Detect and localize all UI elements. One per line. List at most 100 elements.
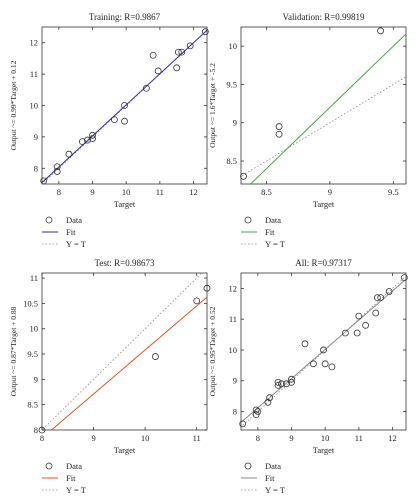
x-tick-label: 9 <box>289 433 293 443</box>
data-point <box>201 28 209 36</box>
data-point <box>353 329 361 337</box>
legend-data-marker <box>244 462 252 470</box>
data-point <box>40 177 48 185</box>
y-tick-label: 9 <box>34 132 38 142</box>
data-point <box>373 294 381 302</box>
data-point <box>38 426 46 434</box>
y-axis-label: Output ~= 0.95*Target + 0.52 <box>208 306 217 396</box>
data-point <box>283 380 290 388</box>
fit-line <box>50 296 207 430</box>
y-tick-label: 8 <box>233 407 237 417</box>
data-point <box>377 294 385 302</box>
data-point <box>274 381 282 389</box>
legend-label: Y = T <box>265 239 286 249</box>
data-point <box>121 102 128 109</box>
data-point <box>328 363 336 371</box>
data-point <box>288 378 295 386</box>
data-point <box>275 123 283 130</box>
data-point <box>53 163 61 171</box>
y-axis-label: Output ~= 0.99*Target + 0.12 <box>9 60 18 150</box>
y-axis-label: Output ~= 1.6*Target + -5.2 <box>208 63 217 148</box>
data-point <box>274 378 282 386</box>
data-point <box>53 168 61 175</box>
legend-label: Fit <box>66 473 76 483</box>
data-point <box>362 321 369 329</box>
y-tick-label: 11 <box>30 273 38 283</box>
y-tick-label: 9 <box>233 376 237 386</box>
plot-frame <box>240 26 407 185</box>
data-point <box>154 67 162 75</box>
identity-line <box>241 275 406 428</box>
y-tick-label: 8 <box>34 163 38 173</box>
data-point <box>400 274 408 282</box>
data-point <box>320 346 327 354</box>
legend-label: Y = T <box>265 485 286 495</box>
legend-label: Fit <box>66 227 76 237</box>
y-tick-label: 10 <box>30 324 39 334</box>
y-axis-label: Output ~= 0.87*Target + 0.88 <box>9 306 18 396</box>
x-axis-label: Target <box>114 445 136 455</box>
data-point <box>79 138 86 146</box>
x-tick-label: 11 <box>156 187 164 197</box>
data-point <box>89 131 96 139</box>
legend-data-marker <box>45 216 53 224</box>
data-point <box>309 360 317 368</box>
y-tick-label: 9.5 <box>226 79 237 89</box>
y-tick-label: 8.5 <box>27 400 38 410</box>
x-tick-label: 9.5 <box>388 187 399 197</box>
y-tick-label: 10 <box>30 101 39 111</box>
chart-panel-3: Test: R=0.98673 8 9 10 11 8 8.5 9 9.5 10 10.5 11 Tar… <box>9 258 211 495</box>
plot-frame <box>41 272 208 431</box>
x-tick-label: 9 <box>328 187 332 197</box>
chart-title: All: R=0.97317 <box>295 258 352 268</box>
plot-frame <box>41 26 208 185</box>
y-tick-label: 9.5 <box>27 349 38 359</box>
x-axis-label: Target <box>313 199 335 209</box>
y-tick-label: 8.5 <box>226 156 237 166</box>
x-tick-label: 9 <box>91 433 95 443</box>
legend-label: Data <box>265 215 281 225</box>
x-tick-label: 8 <box>256 433 260 443</box>
data-point <box>142 84 150 92</box>
y-tick-label: 10.5 <box>23 298 38 308</box>
chart-title: Test: R=0.98673 <box>95 258 155 268</box>
legend-label: Data <box>66 461 82 471</box>
data-point <box>173 64 181 72</box>
x-tick-label: 8 <box>57 187 61 197</box>
legend-label: Fit <box>265 473 275 483</box>
x-tick-label: 8 <box>40 433 44 443</box>
identity-line <box>241 76 406 177</box>
y-tick-label: 9 <box>233 118 237 128</box>
y-tick-label: 10 <box>229 345 238 355</box>
legend-label: Data <box>265 461 281 471</box>
chart-title: Validation: R=0.99819 <box>282 12 365 22</box>
data-point <box>288 375 295 383</box>
x-tick-label: 10 <box>321 433 330 443</box>
data-point <box>174 48 182 56</box>
x-tick-label: 12 <box>388 433 397 443</box>
x-axis-label: Target <box>313 445 335 455</box>
data-point <box>152 353 159 360</box>
plot-frame <box>240 272 407 431</box>
data-point <box>252 406 260 414</box>
legend-label: Y = T <box>66 485 87 495</box>
data-point <box>385 288 393 295</box>
y-tick-label: 11 <box>229 314 237 324</box>
data-point <box>110 116 118 124</box>
data-point <box>321 360 329 368</box>
data-point <box>84 136 91 144</box>
y-tick-label: 11 <box>30 69 38 79</box>
data-point <box>89 135 96 142</box>
data-point <box>355 312 363 320</box>
x-tick-label: 9 <box>90 187 94 197</box>
data-point <box>372 309 380 317</box>
data-point <box>266 394 274 402</box>
data-point <box>264 398 272 406</box>
chart-panel-4: All: R=0.97317 8 9 10 11 12 8 9 10 11 12 Target Outp… <box>208 258 408 495</box>
chart-title: Training: R=0.9867 <box>89 12 161 22</box>
data-point <box>275 130 283 138</box>
x-tick-label: 12 <box>189 187 198 197</box>
identity-line <box>42 273 203 430</box>
chart-panel-1: Training: R=0.9867 8 9 10 11 12 8 9 10 11 12 Target… <box>9 12 209 249</box>
